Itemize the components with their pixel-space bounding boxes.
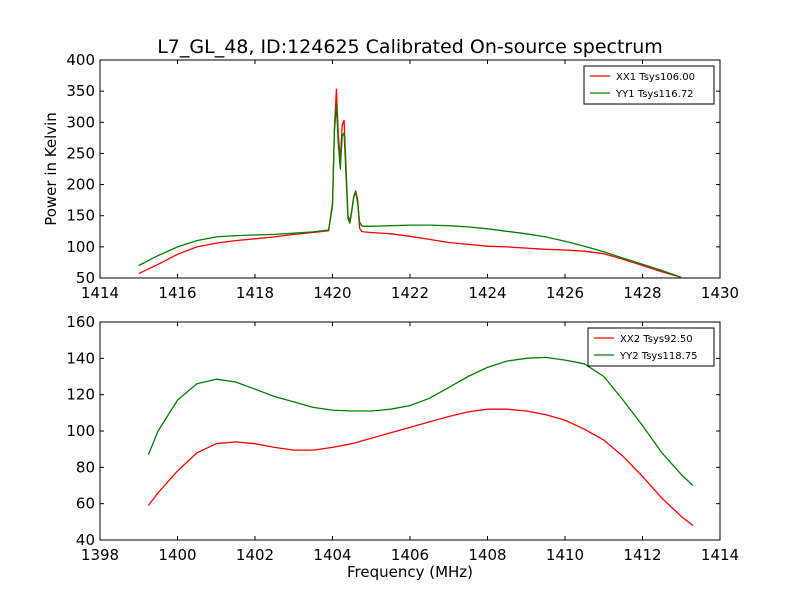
legend-label: XX1 Tsys106.00 — [616, 72, 695, 83]
x-tick-label: 1408 — [468, 546, 506, 564]
x-tick-label: 1406 — [391, 546, 429, 564]
series-line-xx2 — [147, 408, 694, 527]
x-tick-label: 1410 — [546, 546, 584, 564]
x-tick-label: 1398 — [81, 546, 119, 564]
y-tick-label: 150 — [66, 207, 95, 225]
y-tick-label: 100 — [66, 238, 95, 256]
x-tick-label: 1400 — [158, 546, 196, 564]
y-tick-label: 300 — [66, 113, 95, 131]
y-tick-label: 40 — [76, 531, 95, 549]
x-tick-label: 1416 — [158, 284, 196, 302]
x-tick-label: 1422 — [391, 284, 429, 302]
chart-title: L7_GL_48, ID:124625 Calibrated On-source… — [157, 36, 663, 58]
y-tick-label: 120 — [66, 386, 95, 404]
y-tick-label: 400 — [66, 51, 95, 69]
legend-label: XX2 Tsys92.50 — [620, 334, 693, 345]
y-tick-label: 50 — [76, 269, 95, 287]
x-tick-label: 1402 — [236, 546, 274, 564]
x-tick-label: 1428 — [623, 284, 661, 302]
legend-label: YY1 Tsys116.72 — [615, 89, 694, 100]
series-line-yy1 — [138, 104, 682, 278]
legend — [587, 327, 715, 367]
x-tick-label: 1420 — [313, 284, 351, 302]
spectrum-panel-bottom: 1398 1400 1402 1404 1406 1408 1410 1412 1414 40 60… — [66, 313, 739, 581]
x-tick-label: 1404 — [313, 546, 351, 564]
x-tick-label: 1424 — [468, 284, 506, 302]
spectrum-panel-top: 1414 1416 1418 1420 1422 1424 1426 1428 1430 50 10… — [42, 51, 739, 302]
legend-label: YY2 Tsys118.75 — [619, 351, 698, 362]
y-tick-label: 140 — [66, 349, 95, 367]
x-tick-label: 1414 — [81, 284, 119, 302]
y-tick-label: 350 — [66, 82, 95, 100]
y-tick-label: 200 — [66, 176, 95, 194]
legend — [583, 65, 715, 105]
x-tick-label: 1414 — [701, 546, 739, 564]
y-tick-label: 100 — [66, 422, 95, 440]
y-axis-label: Power in Kelvin — [42, 112, 60, 226]
x-tick-label: 1412 — [623, 546, 661, 564]
x-tick-label: 1430 — [701, 284, 739, 302]
series-line-yy2 — [147, 356, 694, 486]
x-axis-label: Frequency (MHz) — [347, 563, 473, 581]
y-tick-label: 60 — [76, 495, 95, 513]
y-tick-label: 160 — [66, 313, 95, 331]
y-tick-label: 250 — [66, 144, 95, 162]
x-tick-label: 1418 — [236, 284, 274, 302]
y-tick-label: 80 — [76, 458, 95, 476]
x-tick-label: 1426 — [546, 284, 584, 302]
